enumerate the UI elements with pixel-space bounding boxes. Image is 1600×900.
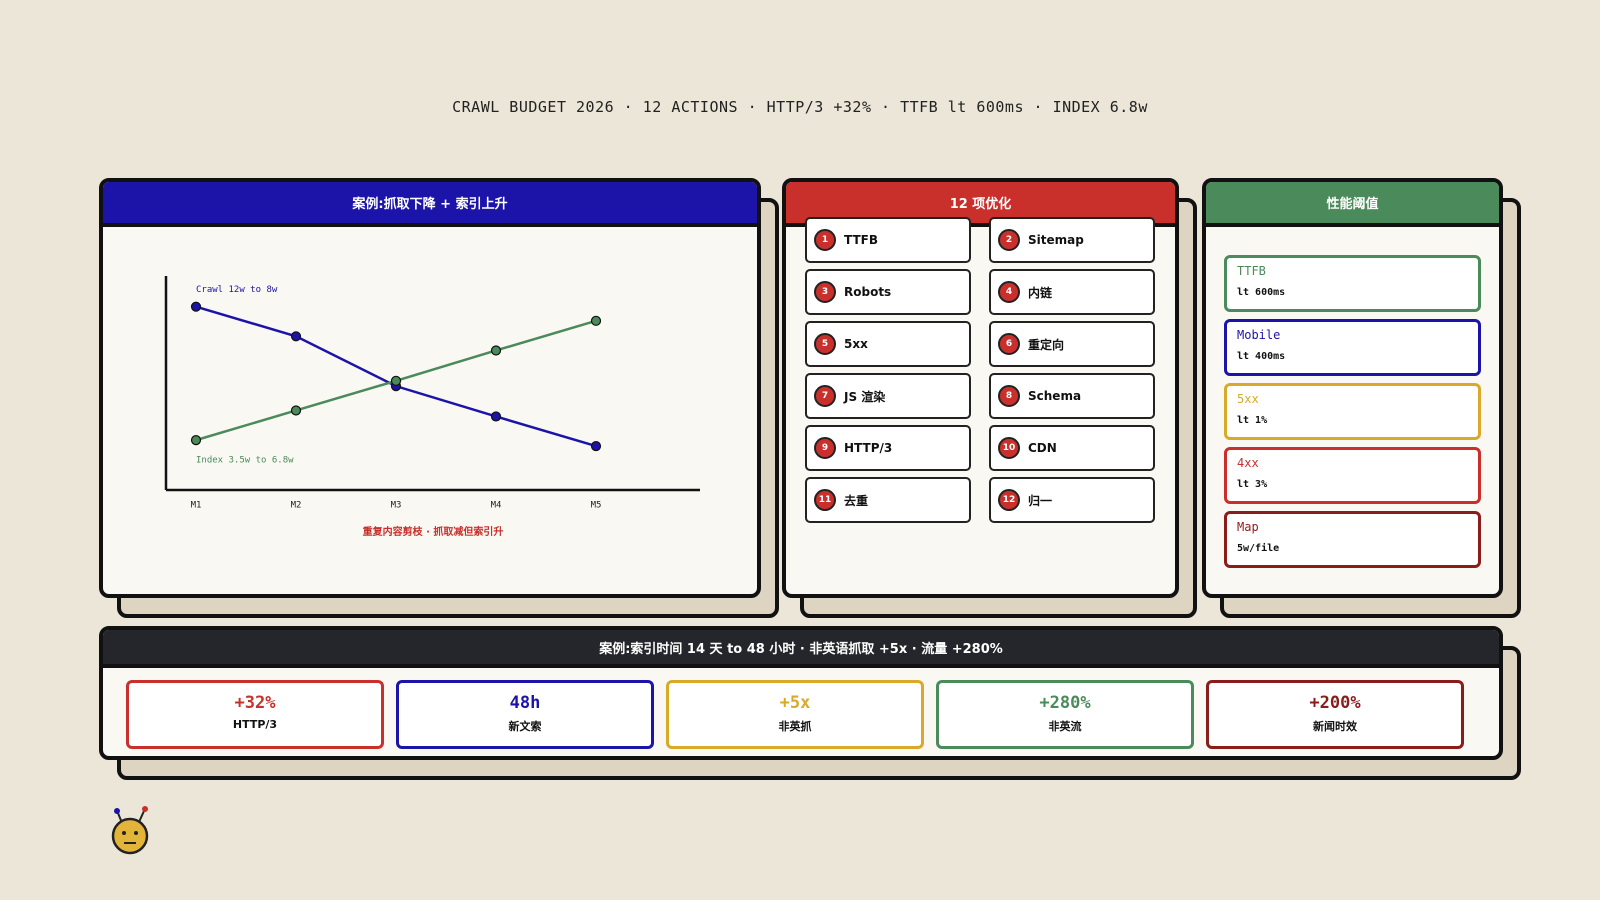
action-item: 3 Robots xyxy=(805,269,971,315)
action-label: Robots xyxy=(844,285,892,299)
action-label: 去重 xyxy=(844,493,869,508)
result-label: 新文索 xyxy=(508,720,542,733)
threshold-name: Mobile xyxy=(1237,328,1281,342)
action-number: 10 xyxy=(998,437,1020,459)
actions-panel: 12 项优化 1 TTFB 2 Sitemap 3 Robots 4 内链 5 5xx 6 重定向 7 J… xyxy=(782,178,1179,598)
data-point xyxy=(190,435,202,446)
case-panel: 案例:抓取下降 + 索引上升 xyxy=(99,178,761,598)
action-label: 5xx xyxy=(844,337,868,351)
action-number: 6 xyxy=(998,333,1020,355)
action-label: HTTP/3 xyxy=(844,441,893,455)
threshold-value: lt 400ms xyxy=(1237,351,1286,362)
result-label: 新闻时效 xyxy=(1313,720,1357,733)
data-point xyxy=(290,331,302,342)
actions-grid: 1 TTFB 2 Sitemap 3 Robots 4 内链 5 5xx 6 重定向 7 JS 渲染 8 Sc… xyxy=(805,217,1155,523)
thresholds-panel: 性能阈值 TTFB lt 600ms Mobile lt 400ms 5xx lt 1% 4… xyxy=(1202,178,1503,598)
panel-title: 案例:索引时间 14 天 to 48 小时 · 非英语抓取 +5x · 流量 +… xyxy=(103,630,1499,668)
data-point xyxy=(190,301,202,312)
threshold-value: lt 600ms xyxy=(1237,287,1286,298)
threshold-card: 5xx lt 1% xyxy=(1224,383,1481,440)
data-point xyxy=(490,411,502,422)
result-label: 非英流 xyxy=(1048,720,1082,733)
series-label: Crawl 12w to 8w xyxy=(196,285,278,295)
action-number: 11 xyxy=(814,489,836,511)
chart-annotation: 重复内容剪枝 · 抓取减但索引升 xyxy=(363,525,504,538)
result-label: HTTP/3 xyxy=(232,718,278,731)
x-tick-label: M1 xyxy=(191,501,202,511)
result-card: +200% 新闻时效 xyxy=(1206,680,1464,749)
result-value: +280% xyxy=(1039,693,1091,713)
result-card: +32% HTTP/3 xyxy=(126,680,384,749)
threshold-card: Mobile lt 400ms xyxy=(1224,319,1481,376)
action-number: 9 xyxy=(814,437,836,459)
threshold-name: Map xyxy=(1237,520,1259,534)
threshold-card: Map 5w/file xyxy=(1224,511,1481,568)
action-label: CDN xyxy=(1028,441,1057,455)
data-point xyxy=(290,405,302,416)
result-label: 非英抓 xyxy=(778,720,812,733)
action-item: 8 Schema xyxy=(989,373,1155,419)
data-point xyxy=(590,440,602,452)
action-item: 10 CDN xyxy=(989,425,1155,471)
threshold-name: 5xx xyxy=(1237,392,1259,406)
action-number: 8 xyxy=(998,385,1020,407)
action-item: 9 HTTP/3 xyxy=(805,425,971,471)
threshold-name: 4xx xyxy=(1237,456,1259,470)
threshold-name: TTFB xyxy=(1237,264,1266,278)
threshold-card: 4xx lt 3% xyxy=(1224,447,1481,504)
action-item: 11 去重 xyxy=(805,477,971,523)
data-point xyxy=(590,315,602,326)
x-tick-label: M4 xyxy=(491,501,502,511)
result-value: 48h xyxy=(509,693,541,713)
result-value: +32% xyxy=(234,693,276,713)
data-point xyxy=(390,375,402,386)
action-item: 2 Sitemap xyxy=(989,217,1155,263)
threshold-value: lt 3% xyxy=(1237,479,1268,490)
result-card: +280% 非英流 xyxy=(936,680,1194,749)
action-number: 12 xyxy=(998,489,1020,511)
result-value: +200% xyxy=(1309,693,1361,713)
action-number: 5 xyxy=(814,333,836,355)
action-number: 4 xyxy=(998,281,1020,303)
action-item: 6 重定向 xyxy=(989,321,1155,367)
page-title: CRAWL BUDGET 2026 · 12 ACTIONS · HTTP/3 … xyxy=(452,98,1148,116)
action-label: 重定向 xyxy=(1028,337,1065,352)
action-number: 3 xyxy=(814,281,836,303)
result-value: +5x xyxy=(779,693,811,713)
x-tick-label: M2 xyxy=(291,501,302,511)
panel-title: 性能阈值 xyxy=(1206,182,1499,227)
data-point xyxy=(490,345,502,356)
panel-title: 案例:抓取下降 + 索引上升 xyxy=(103,182,757,227)
action-item: 7 JS 渲染 xyxy=(805,373,971,419)
action-number: 7 xyxy=(814,385,836,407)
action-label: Schema xyxy=(1028,389,1082,403)
action-label: JS 渲染 xyxy=(844,389,886,404)
series-label: Index 3.5w to 6.8w xyxy=(196,456,294,466)
threshold-value: lt 1% xyxy=(1237,415,1268,426)
x-tick-label: M3 xyxy=(391,501,402,511)
threshold-card: TTFB lt 600ms xyxy=(1224,255,1481,312)
action-item: 5 5xx xyxy=(805,321,971,367)
results-panel: 案例:索引时间 14 天 to 48 小时 · 非英语抓取 +5x · 流量 +… xyxy=(99,626,1503,760)
action-number: 2 xyxy=(998,229,1020,251)
action-label: 归一 xyxy=(1028,493,1053,508)
action-item: 4 内链 xyxy=(989,269,1155,315)
mascot xyxy=(111,806,149,855)
action-label: Sitemap xyxy=(1028,233,1084,247)
action-label: TTFB xyxy=(844,233,878,247)
action-number: 1 xyxy=(814,229,836,251)
x-tick-label: M5 xyxy=(591,501,602,511)
action-item: 1 TTFB xyxy=(805,217,971,263)
action-item: 12 归一 xyxy=(989,477,1155,523)
action-label: 内链 xyxy=(1028,285,1053,300)
result-card: +5x 非英抓 xyxy=(666,680,924,749)
result-card: 48h 新文索 xyxy=(396,680,654,749)
threshold-value: 5w/file xyxy=(1237,543,1280,554)
